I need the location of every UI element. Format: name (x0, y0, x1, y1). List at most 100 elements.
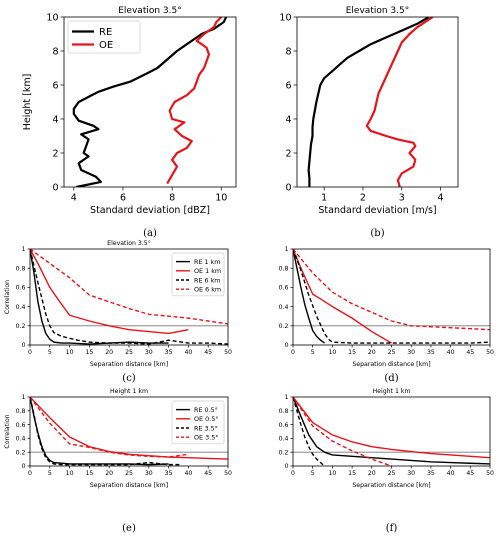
series-line-re-3-5- (30, 397, 181, 466)
y-tick-label: 6 (52, 80, 58, 91)
series-line-re-0-5- (293, 397, 490, 465)
y-tick-label: 10 (46, 12, 58, 23)
chart-title: Height 1 km (110, 388, 148, 395)
series-line-oe (166, 17, 223, 185)
series-line-oe-3-5- (293, 397, 392, 466)
series-group (30, 397, 228, 466)
x-tick-label: 10 (215, 193, 227, 204)
y-tick-label: 0.8 (279, 408, 289, 415)
x-tick-label: 40 (184, 470, 192, 477)
chart-title: Elevation 3.5° (107, 239, 151, 247)
y-tick-label: 0.2 (16, 449, 26, 456)
chart-title: Elevation 3.5° (346, 6, 409, 16)
y-tick-label: 2 (285, 148, 291, 159)
series-line-oe-1-km (30, 249, 189, 335)
panel-caption: (a) (143, 228, 157, 239)
legend-label: RE 6 km (194, 276, 221, 284)
x-tick-label: 35 (165, 470, 173, 477)
panel-caption: (d) (384, 373, 398, 384)
legend-label: RE 0.5° (194, 406, 218, 414)
x-tick-label: 8 (169, 193, 175, 204)
x-tick-label: 0 (291, 349, 295, 356)
series-line-re (72, 17, 228, 187)
y-tick-label: 0.6 (279, 285, 289, 292)
series-group (293, 397, 490, 466)
series-line-re-6-km (30, 249, 228, 345)
x-tick-label: 25 (388, 349, 396, 356)
y-tick-label: 0.8 (16, 265, 26, 272)
chart-title: Elevation 3.5° (118, 6, 181, 16)
x-tick-label: 0 (28, 349, 32, 356)
chart-d: 0 5 10 15 20 25 30 35 40 45 50 0 0.2 0.4 0.6 0.8 1 Separa… (279, 246, 494, 384)
y-tick-label: 0 (285, 182, 291, 193)
y-tick-label: 0.4 (279, 304, 289, 311)
x-tick-label: 15 (348, 470, 356, 477)
x-tick-label: 10 (328, 349, 336, 356)
x-tick-label: 15 (348, 349, 356, 356)
x-tick-label: 0 (291, 470, 295, 477)
legend: RE 0.5°OE 0.5°RE 3.5° OE 3.5° (171, 400, 225, 445)
x-tick-label: 45 (466, 349, 474, 356)
x-tick-label: 0 (28, 470, 32, 477)
chart-b: Elevation 3.5° 1 2 3 4 0 2 4 6 8 10 Standard deviat… (279, 6, 459, 239)
x-tick-label: 4 (71, 193, 77, 204)
chart-e: Height 1 km 0 5 10 15 20 25 30 35 40 45 50 0 0.2 0.4 0.… (4, 388, 232, 534)
series-line-oe-0-5- (293, 397, 490, 459)
x-axis-label: Separation distance [km] (90, 482, 168, 489)
panel-caption: (f) (386, 523, 398, 534)
series-line-re-1-km (30, 249, 169, 345)
x-tick-label: 50 (224, 470, 232, 477)
legend-label: RE (99, 27, 112, 38)
plot-frame (63, 16, 237, 188)
x-tick-label: 30 (145, 349, 153, 356)
chart-f: Height 1 km 0 5 10 15 20 25 30 35 40 45 50 0 0.2 0.4 0.… (279, 388, 494, 534)
plot-frame (296, 16, 459, 188)
chart-title: Height 1 km (373, 388, 411, 395)
panel-caption: (c) (122, 373, 136, 384)
x-tick-label: 6 (120, 193, 126, 204)
y-tick-label: 0.4 (16, 304, 26, 311)
x-tick-label: 20 (368, 349, 376, 356)
y-tick-label: 0 (285, 342, 289, 349)
y-tick-label: 0.4 (16, 436, 26, 443)
y-tick-label: 0.8 (279, 265, 289, 272)
y-tick-label: 0.6 (279, 422, 289, 429)
y-tick-label: 0.2 (279, 323, 289, 330)
y-tick-label: 0 (52, 182, 58, 193)
x-tick-label: 2 (360, 193, 366, 204)
x-tick-label: 30 (407, 349, 415, 356)
legend-label: OE 3.5° (194, 434, 218, 442)
series-group (293, 249, 490, 344)
x-tick-label: 35 (165, 349, 173, 356)
x-tick-label: 15 (85, 349, 93, 356)
legend-label: OE 6 km (194, 286, 221, 294)
y-tick-label: 0.6 (16, 422, 26, 429)
x-axis-label: Standard deviation [m/s] (318, 205, 436, 216)
y-tick-label: 0.8 (16, 408, 26, 415)
x-tick-label: 20 (368, 470, 376, 477)
legend-label: RE 1 km (194, 258, 221, 266)
series-line-oe (365, 17, 434, 187)
series-line-oe-0-5- (30, 397, 228, 460)
x-tick-label: 3 (399, 193, 405, 204)
x-tick-label: 40 (447, 349, 455, 356)
panel-caption: (e) (122, 523, 136, 534)
y-tick-label: 0.2 (16, 323, 26, 330)
series-line-re-3-5- (293, 397, 325, 466)
y-tick-label: 4 (285, 114, 291, 125)
series-group (72, 17, 228, 187)
y-tick-label: 0 (22, 342, 26, 349)
legend-label: RE 3.5° (194, 424, 218, 432)
y-tick-label: 8 (52, 46, 58, 57)
series-line-re-6-km (293, 249, 490, 344)
y-axis-label: Correlation (4, 280, 11, 314)
y-tick-label: 0 (285, 463, 289, 470)
x-tick-label: 5 (48, 470, 52, 477)
series-group (30, 249, 228, 345)
x-tick-label: 50 (224, 349, 232, 356)
y-tick-label: 0.4 (279, 436, 289, 443)
legend-label: OE (99, 40, 113, 51)
x-tick-label: 35 (427, 470, 435, 477)
